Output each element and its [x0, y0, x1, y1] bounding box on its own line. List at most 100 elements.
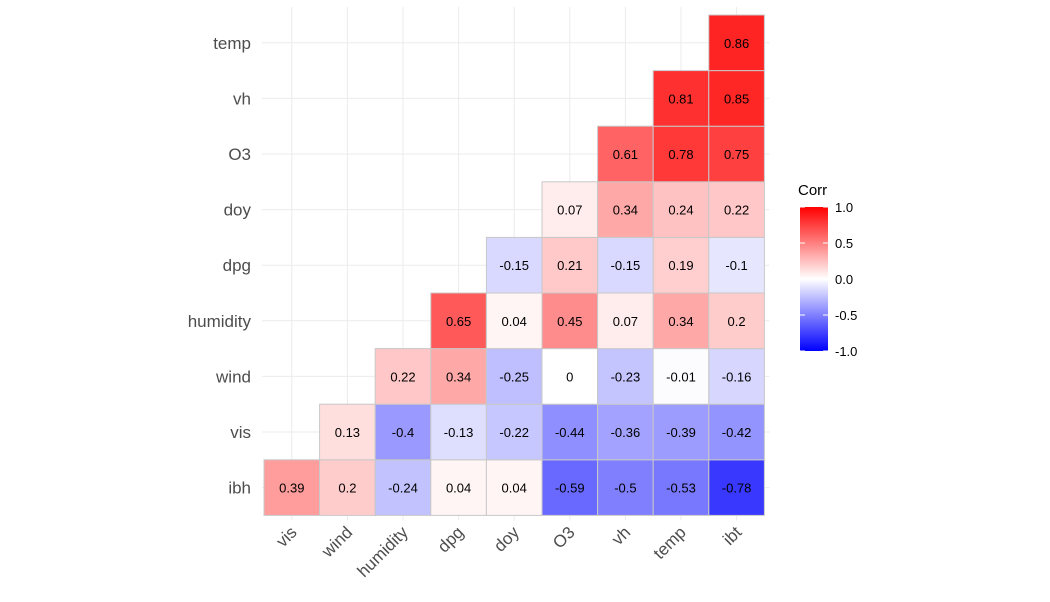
cell-label-ibh-temp: -0.53 — [666, 481, 696, 496]
heatmap-cell-O3-vh — [597, 125, 654, 183]
cell-label-ibh-O3: -0.59 — [555, 481, 585, 496]
cell-label-vh-temp: 0.81 — [668, 91, 693, 106]
heatmap-cell-vis-dpg — [430, 403, 487, 461]
heatmap-cell-wind-vh — [597, 348, 654, 405]
y-tick-label: dpg — [223, 256, 251, 275]
heatmap-cell-humidity-dpg — [430, 292, 487, 350]
y-tick-label: doy — [224, 201, 252, 220]
heatmap-cell-dpg-O3 — [541, 236, 599, 294]
x-tick-label: doy — [490, 522, 523, 555]
x-tick-label: temp — [650, 523, 690, 563]
y-tick-label: vis — [230, 423, 251, 442]
cell-label-wind-ibt: -0.16 — [722, 369, 752, 384]
heatmap-cell-humidity-temp — [652, 292, 710, 350]
cell-label-ibh-humidity: -0.24 — [388, 481, 418, 496]
legend-title: Corr — [798, 182, 827, 199]
cell-label-O3-vh: 0.61 — [613, 147, 638, 162]
cell-label-wind-O3: 0 — [566, 369, 573, 384]
cell-label-vis-dpg: -0.13 — [444, 425, 474, 440]
legend-tick-label: 1.0 — [835, 200, 853, 215]
color-legend: Corr 1.0 0.5 0.0 -0.5 -1.0 — [798, 182, 857, 359]
heatmap-cell-temp-ibt — [708, 14, 765, 72]
x-tick-label: ibt — [719, 523, 745, 549]
heatmap-cell-doy-O3 — [541, 181, 599, 238]
heatmap-cell-wind-temp — [652, 348, 710, 405]
heatmap-cell-vh-ibt — [708, 70, 765, 127]
y-tick-label: wind — [215, 367, 251, 386]
x-tick-label: dpg — [434, 523, 467, 556]
cell-label-vis-wind: 0.13 — [335, 425, 360, 440]
cell-label-dpg-temp: 0.19 — [668, 258, 693, 273]
cell-label-vis-humidity: -0.4 — [392, 425, 414, 440]
heatmap-cell-vis-vh — [597, 403, 654, 461]
y-tick-label: temp — [213, 34, 251, 53]
cell-label-ibh-ibt: -0.78 — [722, 481, 752, 496]
y-tick-label: vh — [233, 89, 251, 108]
heatmap-cell-vis-ibt — [708, 403, 765, 461]
cell-label-vis-O3: -0.44 — [555, 425, 585, 440]
cell-label-dpg-ibt: -0.1 — [725, 258, 747, 273]
cell-label-O3-ibt: 0.75 — [724, 147, 749, 162]
cell-label-humidity-doy: 0.04 — [502, 314, 527, 329]
x-tick-label: wind — [317, 523, 356, 562]
y-tick-label: ibh — [228, 479, 251, 498]
cell-label-wind-temp: -0.01 — [666, 369, 696, 384]
cell-label-ibh-vis: 0.39 — [279, 481, 304, 496]
cell-label-doy-ibt: 0.22 — [724, 203, 749, 218]
heatmap-cell-wind-doy — [485, 348, 543, 405]
cell-label-vis-temp: -0.39 — [666, 425, 696, 440]
heatmap-cell-humidity-doy — [485, 292, 543, 350]
heatmap-cell-humidity-O3 — [541, 292, 599, 350]
cell-label-vis-vh: -0.36 — [611, 425, 641, 440]
cell-label-dpg-vh: -0.15 — [611, 258, 641, 273]
x-tick-label: vh — [608, 523, 634, 549]
cell-label-humidity-ibt: 0.2 — [728, 314, 746, 329]
x-tick-label: humidity — [354, 522, 413, 581]
cell-label-doy-O3: 0.07 — [557, 203, 582, 218]
cell-label-O3-temp: 0.78 — [668, 147, 693, 162]
cell-label-wind-dpg: 0.34 — [446, 369, 471, 384]
heatmap-cell-wind-ibt — [708, 348, 765, 405]
cell-label-ibh-doy: 0.04 — [502, 481, 527, 496]
y-tick-label: humidity — [188, 312, 252, 331]
x-tick-label: O3 — [549, 523, 578, 552]
cell-label-doy-temp: 0.24 — [668, 203, 693, 218]
legend-tick-label: 0.0 — [835, 272, 853, 287]
x-tick-label: vis — [272, 523, 300, 551]
cell-label-dpg-doy: -0.15 — [499, 258, 529, 273]
heatmap-cell-ibh-dpg — [430, 459, 487, 516]
cell-label-temp-ibt: 0.86 — [724, 36, 749, 51]
heatmap-cell-vis-wind — [319, 403, 376, 461]
cell-label-humidity-temp: 0.34 — [668, 314, 693, 329]
heatmap-cell-dpg-doy — [485, 236, 543, 294]
cell-label-humidity-dpg: 0.65 — [446, 314, 471, 329]
heatmap-cell-wind-O3 — [541, 348, 599, 405]
cell-label-dpg-O3: 0.21 — [557, 258, 582, 273]
heatmap-cell-ibh-O3 — [541, 459, 599, 516]
cell-label-vis-doy: -0.22 — [499, 425, 529, 440]
cell-label-vh-ibt: 0.85 — [724, 91, 749, 106]
heatmap-cell-humidity-ibt — [708, 292, 765, 350]
heatmap-cell-vis-doy — [485, 403, 543, 461]
heatmap-cell-wind-dpg — [430, 348, 487, 405]
cell-label-ibh-wind: 0.2 — [338, 481, 356, 496]
cell-label-wind-vh: -0.23 — [611, 369, 641, 384]
cell-label-vis-ibt: -0.42 — [722, 425, 752, 440]
cell-label-doy-vh: 0.34 — [613, 203, 638, 218]
legend-tick-label: 0.5 — [835, 236, 853, 251]
cell-label-ibh-dpg: 0.04 — [446, 481, 471, 496]
y-axis: ibh vis wind humidity dpg doy O3 vh temp — [188, 34, 252, 498]
heatmap-cell-vis-temp — [652, 403, 710, 461]
heatmap-cell-wind-humidity — [374, 348, 432, 405]
y-tick-label: O3 — [228, 145, 251, 164]
legend-tick-label: -0.5 — [835, 308, 857, 323]
cell-label-ibh-vh: -0.5 — [614, 481, 636, 496]
heatmap-cells — [263, 14, 765, 516]
cell-label-wind-humidity: 0.22 — [390, 369, 415, 384]
heatmap-cell-ibh-ibt — [708, 459, 765, 516]
cell-value-labels: 0.39 0.2 -0.24 0.04 0.04 -0.59 -0.5 -0.53 -0.78 0… — [279, 36, 751, 496]
heatmap-cell-vis-O3 — [541, 403, 599, 461]
legend-tick-label: -1.0 — [835, 344, 857, 359]
